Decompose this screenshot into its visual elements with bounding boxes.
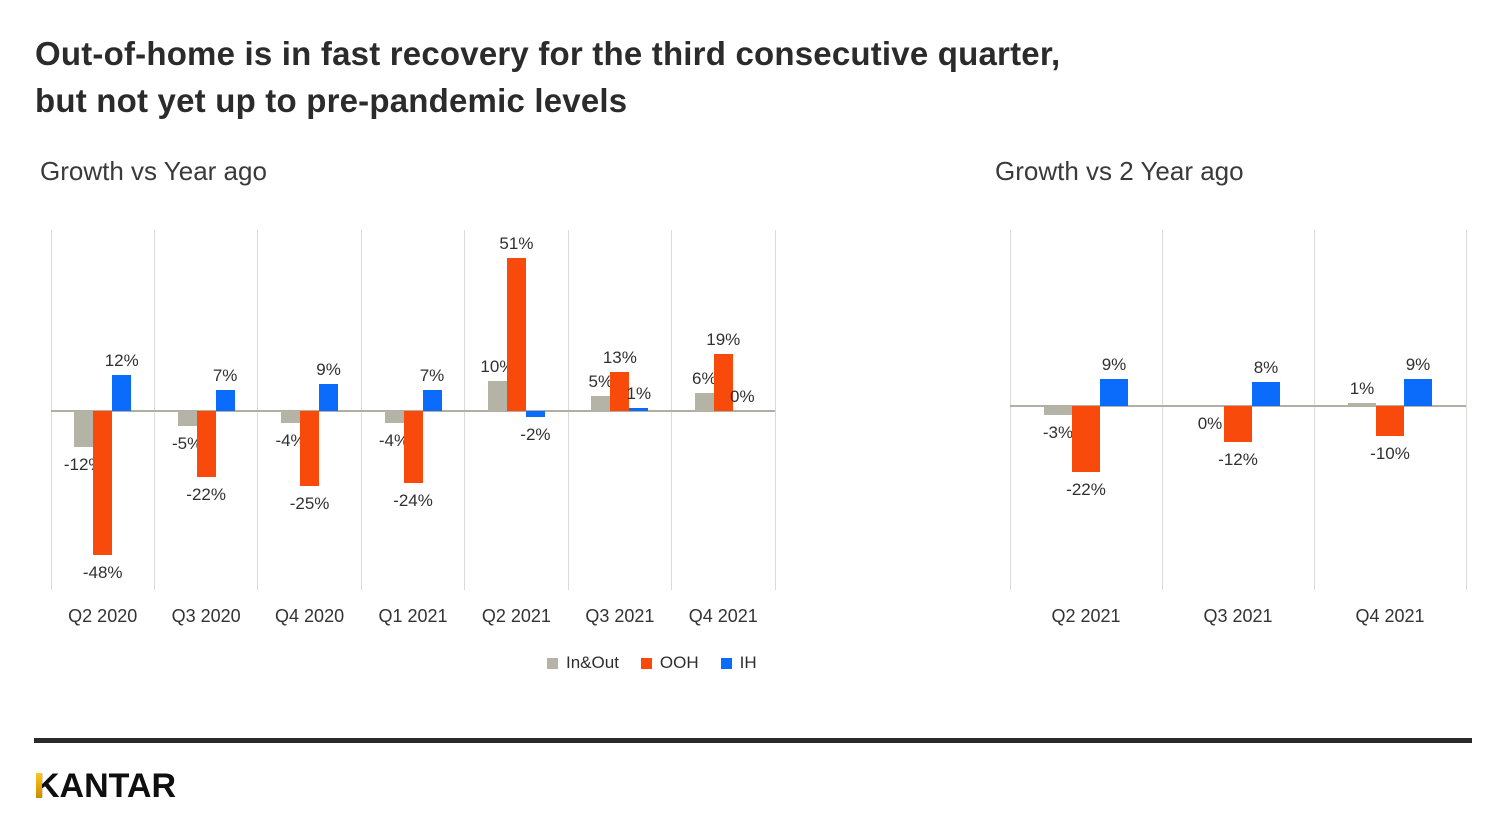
bar-label-in-out-q3-2020: -5%	[172, 434, 203, 453]
category-label-q3-2021: Q3 2021	[1203, 606, 1273, 626]
category-label-q3-2021: Q3 2021	[585, 606, 655, 626]
bar-ih-q3-2021	[629, 408, 649, 411]
bar-label-in-out-q3-2021: 5%	[588, 372, 614, 391]
bar-label-ih-q3-2021: 1%	[626, 384, 652, 403]
category-label-q2-2021: Q2 2021	[481, 606, 551, 626]
kantar-logo: KANTAR	[35, 768, 176, 804]
bar-in-out-q3-2020	[177, 411, 197, 426]
bar-label-ih-q2-2020: 12%	[104, 351, 139, 370]
bar-label-ooh-q4-2021: -10%	[1370, 444, 1410, 463]
legend-item-ooh: OOH	[640, 653, 699, 673]
bar-ooh-q3-2020	[196, 411, 216, 477]
bar-label-in-out-q1-2021: -4%	[378, 431, 410, 450]
bar-label-ih-q2-2021: -2%	[520, 425, 551, 444]
category-label-q4-2020: Q4 2020	[275, 606, 345, 626]
bar-label-ooh-q3-2021: -12%	[1218, 450, 1258, 469]
bar-in-out-q2-2020	[74, 411, 94, 447]
bar-label-in-out-q2-2021: -3%	[1042, 423, 1074, 442]
bar-in-out-q2-2021	[487, 381, 507, 411]
bar-ooh-q2-2020	[93, 411, 113, 555]
legend-color-swatch-ih	[720, 657, 732, 669]
page-title: Out-of-home is in fast recovery for the …	[35, 30, 1060, 124]
bar-label-in-out-q2-2021: 10%	[480, 357, 515, 376]
bar-label-ih-q4-2021: 0%	[729, 387, 755, 406]
legend-label-ih: IH	[739, 653, 757, 672]
bar-ih-q2-2021	[1100, 379, 1128, 406]
gridline	[1009, 230, 1011, 590]
page-title-line-2: but not yet up to pre-pandemic levels	[35, 82, 628, 119]
bar-ooh-q4-2021	[713, 354, 733, 411]
bar-ooh-q4-2020	[300, 411, 320, 486]
legend-item-ih: IH	[720, 653, 757, 673]
chart-title-growth-vs-year-ago: Growth vs Year ago	[40, 156, 267, 186]
bar-ih-q2-2020	[112, 375, 132, 411]
bar-label-ooh-q4-2021: 19%	[706, 330, 741, 349]
gridline	[1465, 230, 1467, 590]
bar-label-ih-q1-2021: 7%	[419, 366, 445, 385]
bar-label-ih-q4-2021: 9%	[1405, 355, 1431, 374]
category-label-q3-2020: Q3 2020	[171, 606, 241, 626]
category-label-q1-2021: Q1 2021	[378, 606, 448, 626]
bar-in-out-q1-2021	[384, 411, 404, 423]
page-title-line-1: Out-of-home is in fast recovery for the …	[35, 35, 1061, 72]
category-label-q4-2021: Q4 2021	[688, 606, 758, 626]
bar-ih-q4-2021	[1404, 379, 1432, 406]
bar-in-out-q4-2020	[281, 411, 301, 423]
bar-label-ih-q3-2021: 8%	[1253, 358, 1279, 377]
bar-ih-q3-2020	[215, 390, 235, 411]
category-label-q4-2021: Q4 2021	[1355, 606, 1425, 626]
kantar-logo-gold-mark	[36, 773, 42, 798]
bar-label-in-out-q3-2021: 0%	[1197, 414, 1223, 433]
bar-label-in-out-q4-2020: -4%	[275, 431, 306, 450]
bar-label-ooh-q2-2020: -48%	[82, 563, 123, 582]
bar-label-ih-q4-2020: 9%	[316, 360, 341, 379]
bar-in-out-q2-2021	[1044, 406, 1072, 415]
bar-label-ih-q2-2021: 9%	[1101, 355, 1127, 374]
bar-in-out-q4-2021	[694, 393, 714, 411]
category-label-q2-2021: Q2 2021	[1051, 606, 1121, 626]
bar-ih-q4-2020	[319, 384, 339, 411]
bar-ooh-q3-2021	[610, 372, 630, 411]
footer-divider	[34, 738, 1472, 743]
bar-label-ooh-q2-2021: 51%	[499, 234, 534, 253]
legend-color-swatch-in-out	[547, 657, 558, 669]
bar-label-ooh-q2-2021: -22%	[1066, 480, 1106, 499]
bar-label-in-out-q4-2021: 1%	[1349, 379, 1375, 398]
bar-ooh-q3-2021	[1224, 406, 1252, 442]
chart-growth-vs-2-year-ago: -3% 0% 1% -22% -12% -10% 9% 8% 9% Q2 2021 Q3 2021 Q…	[1009, 230, 1467, 626]
bar-in-out-q3-2021	[591, 396, 611, 411]
gridline	[1161, 230, 1163, 590]
bar-ooh-q4-2021	[1376, 406, 1404, 436]
bar-label-ooh-q1-2021: -24%	[393, 491, 433, 510]
chart-legend: In&Out OOH IH	[547, 653, 757, 673]
bar-ih-q2-2021	[525, 411, 545, 417]
bar-ooh-q2-2021	[506, 258, 526, 411]
legend-color-swatch-ooh	[640, 657, 652, 669]
legend-label-ooh: OOH	[659, 653, 699, 672]
gridline	[774, 230, 776, 590]
category-label-q2-2020: Q2 2020	[68, 606, 138, 626]
bar-label-ooh-q3-2021: 13%	[602, 348, 637, 367]
bar-ih-q3-2021	[1252, 382, 1280, 406]
bar-label-ooh-q3-2020: -22%	[186, 485, 226, 504]
legend-item-in-out: In&Out	[547, 653, 619, 673]
bar-in-out-q4-2021	[1348, 403, 1376, 406]
kantar-logo-text: KANTAR	[35, 767, 177, 805]
bar-ih-q1-2021	[422, 390, 442, 411]
bar-ooh-q2-2021	[1072, 406, 1100, 472]
bar-label-ih-q3-2020: 7%	[212, 366, 238, 385]
legend-label-in-out: In&Out	[566, 653, 619, 672]
gridline	[1313, 230, 1315, 590]
bar-label-ooh-q4-2020: -25%	[289, 494, 330, 513]
chart-growth-vs-year-ago: -12% -5% -4% -4% 10% 5% 6% -48% -22% -25% -24% 51% 1…	[50, 230, 776, 626]
chart-title-growth-vs-2-year-ago: Growth vs 2 Year ago	[995, 156, 1244, 186]
bar-label-in-out-q4-2021: 6%	[691, 369, 717, 388]
bar-ooh-q1-2021	[403, 411, 423, 483]
